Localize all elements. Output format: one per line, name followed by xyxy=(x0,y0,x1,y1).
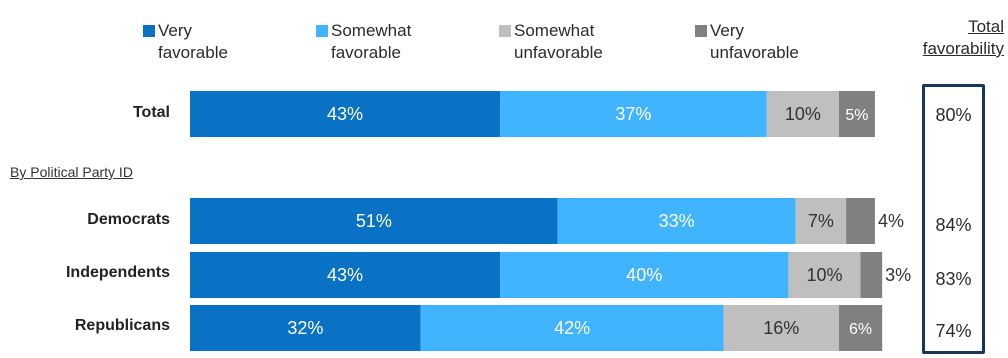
bar-label-total-somewhat-favorable: 37% xyxy=(615,104,651,124)
bar-label-republicans-somewhat-favorable: 42% xyxy=(554,318,590,338)
bar-label-total-somewhat-unfavorable: 10% xyxy=(785,104,821,124)
total-favorability-header-line2: favorability xyxy=(922,39,1004,58)
bar-label-independents-somewhat-unfavorable: 10% xyxy=(806,265,842,285)
bar-total-somewhat-favorable xyxy=(500,91,767,137)
legend-swatch xyxy=(316,25,328,37)
legend-item-very-unfavorable: Very unfavorable xyxy=(695,20,799,64)
bar-label-democrats-very-unfavorable: 4% xyxy=(878,211,904,231)
total-favorability-header-line1: Total xyxy=(968,17,1004,36)
legend-swatch xyxy=(143,25,155,37)
legend-label: unfavorable xyxy=(514,43,603,62)
legend-item-very-favorable: Very favorable xyxy=(143,20,228,64)
total-favorability-total: 80% xyxy=(935,105,972,125)
legend-swatch xyxy=(499,25,511,37)
bar-total-somewhat-unfavorable xyxy=(766,91,839,137)
total-favorability-header: Total favorability xyxy=(923,16,1004,60)
bar-democrats-very-favorable xyxy=(190,198,558,244)
legend-item-somewhat-unfavorable: Somewhat unfavorable xyxy=(499,20,603,64)
legend-swatch xyxy=(695,25,707,37)
legend-label: favorable xyxy=(331,43,401,62)
bar-label-independents-very-favorable: 43% xyxy=(327,265,363,285)
total-favorability-independents: 83% xyxy=(935,269,972,289)
legend-label: favorable xyxy=(158,43,228,62)
bar-label-total-very-unfavorable: 5% xyxy=(845,107,868,124)
bar-republicans-very-favorable xyxy=(190,305,421,351)
row-label-democrats: Democrats xyxy=(87,211,170,228)
bar-label-democrats-very-favorable: 51% xyxy=(356,211,392,231)
bar-democrats-somewhat-favorable xyxy=(557,198,796,244)
row-label-total: Total xyxy=(132,104,170,121)
section-label: By Political Party ID xyxy=(10,164,133,180)
bar-democrats-somewhat-unfavorable xyxy=(795,198,847,244)
bar-republicans-somewhat-unfavorable xyxy=(723,305,839,351)
total-favorability-box xyxy=(922,84,985,354)
total-favorability-democrats: 84% xyxy=(935,215,972,235)
bar-total-very-unfavorable xyxy=(838,91,875,137)
bar-independents-very-unfavorable xyxy=(860,252,883,298)
legend-item-somewhat-favorable: Somewhat favorable xyxy=(316,20,412,64)
bar-republicans-somewhat-favorable xyxy=(420,305,724,351)
legend-label: Somewhat xyxy=(331,21,412,40)
bar-label-total-very-favorable: 43% xyxy=(327,104,363,124)
legend-label: Very xyxy=(158,21,193,40)
bar-independents-somewhat-unfavorable xyxy=(788,252,861,298)
bar-democrats-very-unfavorable xyxy=(846,198,875,244)
bar-label-democrats-somewhat-unfavorable: 7% xyxy=(808,211,834,231)
bar-label-independents-somewhat-favorable: 40% xyxy=(626,265,662,285)
legend-label: Somewhat xyxy=(514,21,595,40)
bar-independents-very-favorable xyxy=(190,252,501,298)
row-label-independents: Independents xyxy=(65,264,170,281)
legend-label: unfavorable xyxy=(710,43,799,62)
bar-total-very-favorable xyxy=(190,91,501,137)
bar-republicans-very-unfavorable xyxy=(838,305,883,351)
bar-label-independents-very-unfavorable: 3% xyxy=(885,265,911,285)
row-label-republicans: Republicans xyxy=(74,317,170,334)
bar-label-republicans-very-favorable: 32% xyxy=(287,318,323,338)
legend-label: Very xyxy=(710,21,745,40)
bar-independents-somewhat-favorable xyxy=(500,252,789,298)
total-favorability-republicans: 74% xyxy=(935,321,972,341)
bar-label-democrats-somewhat-favorable: 33% xyxy=(659,211,695,231)
bar-label-republicans-somewhat-unfavorable: 16% xyxy=(763,318,799,338)
bar-label-republicans-very-unfavorable: 6% xyxy=(849,321,872,338)
